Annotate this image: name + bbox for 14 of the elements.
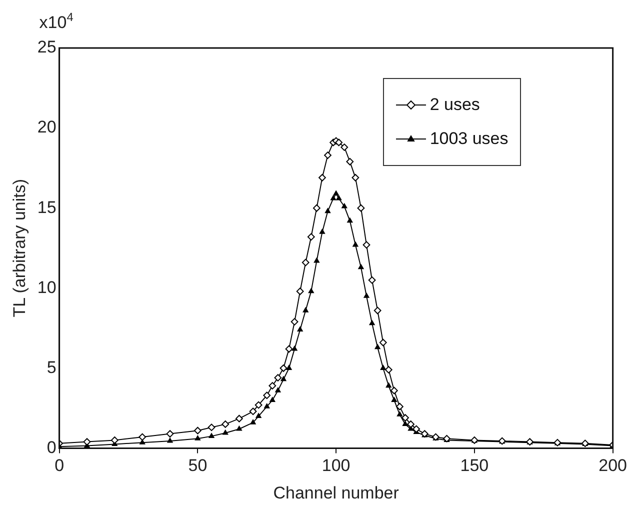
y-tick-label: 15 xyxy=(37,198,56,217)
legend-label: 2 uses xyxy=(430,95,480,115)
y-tick-label: 5 xyxy=(46,358,56,377)
x-tick-label: 200 xyxy=(598,456,628,476)
legend-label: 1003 uses xyxy=(430,129,508,149)
y-tick-label: 0 xyxy=(46,438,56,457)
y-tick-label: 20 xyxy=(37,118,56,137)
x-tick-label: 50 xyxy=(188,456,208,476)
x-axis-title: Channel number xyxy=(273,483,400,502)
y-axis-title: TL (arbitrary units) xyxy=(10,178,29,318)
x-tick-label: 150 xyxy=(460,456,489,476)
y-tick-label: 10 xyxy=(37,278,56,297)
y-tick-label: 25 xyxy=(37,38,56,57)
x-tick-label: 100 xyxy=(322,456,350,476)
